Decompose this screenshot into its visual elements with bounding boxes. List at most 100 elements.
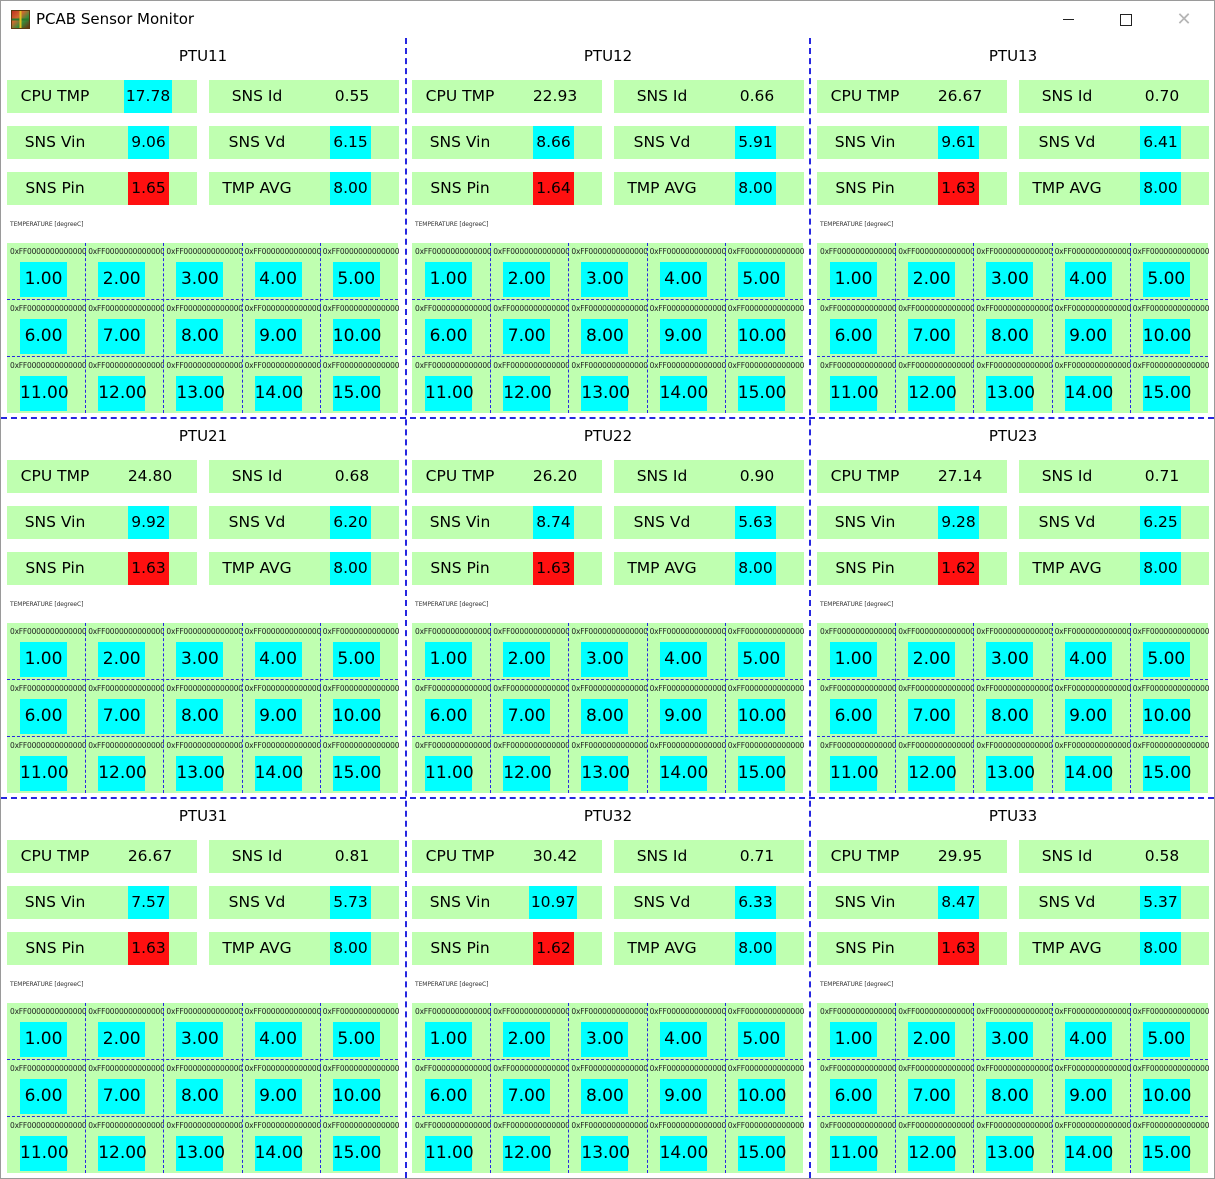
panel-divider xyxy=(1,797,1214,799)
sensor-id: 0xFF00000000000008 xyxy=(166,304,243,313)
metric-label: SNS Vd xyxy=(1038,893,1096,911)
sensor-cell: 0xFF0000000000000F 15.00 xyxy=(1130,357,1209,413)
metric-label: SNS Id xyxy=(231,847,283,865)
metric-value: 6.15 xyxy=(330,126,371,159)
metric-value: 1.63 xyxy=(533,552,574,585)
sensor-cell: 0xFF0000000000000A 10.00 xyxy=(1130,680,1209,736)
sensor-cell: 0xFF0000000000000E 14.00 xyxy=(1052,1117,1131,1173)
sensor-id: 0xFF0000000000000C xyxy=(898,361,975,370)
temperature-label: TEMPERATURE [degreeC] xyxy=(10,221,84,228)
metric-value: 0.58 xyxy=(1144,847,1180,865)
close-button[interactable]: ✕ xyxy=(1155,1,1213,38)
metric-sns-vd: SNS Vd 5.73 xyxy=(209,886,399,919)
sensor-value: 9.00 xyxy=(659,699,707,734)
sensor-id: 0xFF00000000000009 xyxy=(1054,304,1131,313)
panel-title: PTU22 xyxy=(583,427,633,445)
metric-label: CPU TMP xyxy=(425,467,495,485)
sensor-value: 10.00 xyxy=(1142,699,1191,734)
metric-value: 8.00 xyxy=(1140,552,1181,585)
sensor-value: 11.00 xyxy=(425,1136,474,1171)
sensor-id: 0xFF0000000000000E xyxy=(649,361,726,370)
metric-cpu-tmp: CPU TMP 24.80 xyxy=(7,460,197,493)
sensor-id: 0xFF00000000000003 xyxy=(571,627,648,636)
sensor-cell: 0xFF00000000000002 2.00 xyxy=(85,243,164,299)
cell-divider xyxy=(895,243,897,413)
cell-divider xyxy=(817,299,1208,300)
temperature-sensor-grid: 0xFF00000000000001 1.00 0xFF00000000000002… xyxy=(7,1003,399,1173)
cell-divider xyxy=(646,623,648,793)
cell-divider xyxy=(568,243,570,413)
sensor-value: 13.00 xyxy=(176,756,225,791)
sensor-cell: 0xFF00000000000009 9.00 xyxy=(647,300,726,356)
sensor-id: 0xFF00000000000002 xyxy=(493,247,570,256)
metric-value: 1.62 xyxy=(533,932,574,965)
sensor-value: 5.00 xyxy=(332,642,380,677)
sensor-value: 14.00 xyxy=(659,1136,708,1171)
metric-label: CPU TMP xyxy=(20,87,90,105)
cell-divider xyxy=(85,1003,87,1173)
sensor-id: 0xFF0000000000000E xyxy=(244,741,321,750)
sensor-id: 0xFF0000000000000E xyxy=(1054,1121,1131,1130)
panel-title: PTU12 xyxy=(583,47,633,65)
metric-sns-pin: SNS Pin 1.64 xyxy=(412,172,602,205)
minimize-button[interactable] xyxy=(1039,1,1097,38)
sensor-id: 0xFF00000000000008 xyxy=(976,1064,1053,1073)
metric-label: SNS Id xyxy=(1041,467,1093,485)
sensor-value: 13.00 xyxy=(176,1136,225,1171)
metric-value: 1.62 xyxy=(938,552,979,585)
sensor-cell: 0xFF00000000000004 4.00 xyxy=(242,1003,321,1059)
sensor-id: 0xFF00000000000005 xyxy=(322,247,399,256)
sensor-value: 2.00 xyxy=(908,262,956,297)
sensor-id: 0xFF0000000000000B xyxy=(820,1121,896,1130)
temperature-sensor-grid: 0xFF00000000000001 1.00 0xFF00000000000002… xyxy=(7,243,399,413)
sensor-id: 0xFF0000000000000D xyxy=(166,1121,243,1130)
metric-label: TMP AVG xyxy=(1032,179,1102,197)
metric-cpu-tmp: CPU TMP 26.20 xyxy=(412,460,602,493)
sensor-id: 0xFF00000000000006 xyxy=(820,1064,896,1073)
sensor-value: 7.00 xyxy=(98,699,146,734)
sensor-cell: 0xFF00000000000006 6.00 xyxy=(412,1060,491,1116)
sensor-cell: 0xFF00000000000007 7.00 xyxy=(895,300,974,356)
sensor-cell: 0xFF0000000000000B 11.00 xyxy=(412,737,491,793)
sensor-value: 2.00 xyxy=(98,1022,146,1057)
metric-label: SNS Vin xyxy=(24,133,86,151)
sensor-cell: 0xFF00000000000005 5.00 xyxy=(320,243,399,299)
ptu-panel: PTU23 CPU TMP 27.14 SNS Id 0.71 SNS Vin 9.28 SN… xyxy=(811,418,1215,798)
sensor-value: 7.00 xyxy=(908,699,956,734)
metric-label: SNS Pin xyxy=(25,939,85,957)
metric-value: 8.00 xyxy=(735,172,776,205)
cell-divider xyxy=(724,243,726,413)
cell-divider xyxy=(1129,623,1131,793)
metric-sns-vin: SNS Vin 9.61 xyxy=(817,126,1007,159)
metric-label: TMP AVG xyxy=(627,559,697,577)
sensor-id: 0xFF0000000000000F xyxy=(322,741,399,750)
sensor-cell: 0xFF0000000000000F 15.00 xyxy=(725,357,804,413)
sensor-value: 2.00 xyxy=(503,1022,551,1057)
metric-tmp-avg: TMP AVG 8.00 xyxy=(614,172,804,205)
metric-value: 8.00 xyxy=(330,172,371,205)
sensor-id: 0xFF00000000000007 xyxy=(898,1064,975,1073)
sensor-value: 1.00 xyxy=(830,1022,877,1057)
metric-sns-vin: SNS Vin 9.28 xyxy=(817,506,1007,539)
metric-label: SNS Vd xyxy=(1038,513,1096,531)
sensor-cell: 0xFF00000000000002 2.00 xyxy=(490,1003,569,1059)
sensor-id: 0xFF00000000000001 xyxy=(415,627,491,636)
title-bar[interactable]: PCAB Sensor Monitor ✕ xyxy=(1,1,1214,38)
sensor-cell: 0xFF0000000000000F 15.00 xyxy=(1130,737,1209,793)
ptu-panel: PTU32 CPU TMP 30.42 SNS Id 0.71 SNS Vin 10.97 S… xyxy=(406,798,810,1178)
sensor-id: 0xFF00000000000007 xyxy=(88,684,165,693)
metric-label: SNS Id xyxy=(231,87,283,105)
metric-value: 0.55 xyxy=(334,87,370,105)
sensor-id: 0xFF00000000000005 xyxy=(727,247,804,256)
cell-divider xyxy=(319,1003,321,1173)
sensor-id: 0xFF0000000000000F xyxy=(727,741,804,750)
sensor-value: 15.00 xyxy=(737,756,786,791)
metric-sns-id: SNS Id 0.70 xyxy=(1019,80,1209,113)
sensor-id: 0xFF0000000000000E xyxy=(244,361,321,370)
sensor-id: 0xFF00000000000005 xyxy=(1132,247,1209,256)
sensor-cell: 0xFF00000000000009 9.00 xyxy=(1052,300,1131,356)
sensor-id: 0xFF0000000000000B xyxy=(10,361,86,370)
metric-value: 9.28 xyxy=(938,506,979,539)
maximize-button[interactable] xyxy=(1097,1,1155,38)
sensor-value: 1.00 xyxy=(830,642,877,677)
